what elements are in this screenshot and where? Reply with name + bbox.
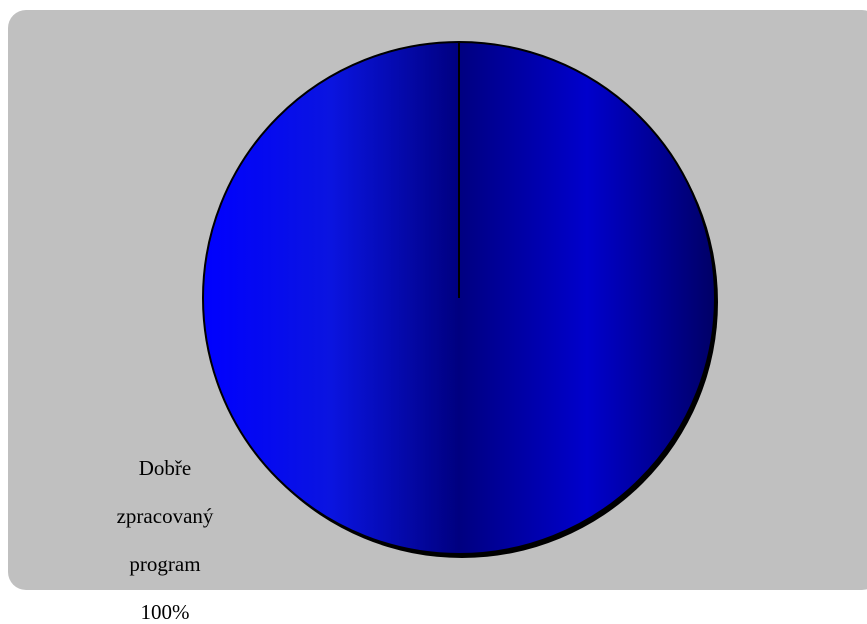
slice-label-line-3: program: [129, 552, 201, 576]
slice-data-label: Dobře zpracovaný program 100%: [110, 432, 220, 624]
slice-label-line-1: Dobře: [138, 456, 192, 480]
slice-label-percent: 100%: [140, 600, 190, 624]
pie-chart: [202, 41, 718, 558]
slice-label-line-2: zpracovaný: [116, 504, 214, 528]
